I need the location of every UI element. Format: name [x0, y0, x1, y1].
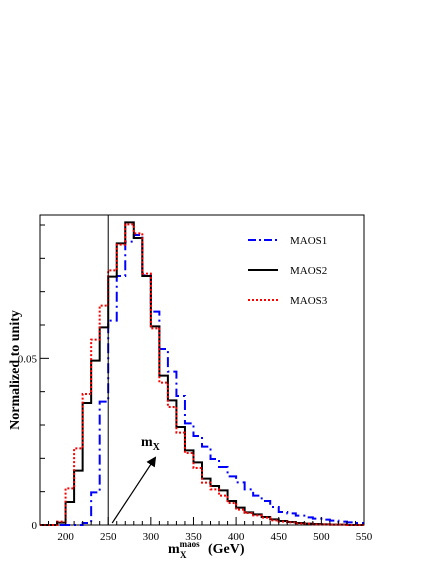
- y-tick-label: 0.05: [18, 353, 38, 365]
- ticks-layer: 200 250 300 350 400 450 500 550 0 0.05: [18, 224, 373, 543]
- x-axis-title-unit: (GeV): [208, 542, 245, 557]
- annotation-main: m: [141, 435, 153, 450]
- legend-label-maos2: MAOS2: [290, 265, 327, 277]
- series-maos3: [40, 223, 364, 526]
- y-tick-label: 0: [32, 520, 38, 532]
- x-tick-label: 550: [356, 531, 373, 543]
- legend-label-maos1: MAOS1: [290, 235, 327, 247]
- annotation: mX: [111, 435, 161, 524]
- x-tick-label: 300: [143, 531, 160, 543]
- annotation-subscript: X: [153, 442, 161, 453]
- legend: MAOS1 MAOS2 MAOS3: [248, 235, 328, 307]
- x-axis-title-subscript: X: [180, 550, 187, 560]
- x-axis-title-main: m: [168, 542, 180, 557]
- y-axis-title: Normalized to unity: [8, 310, 23, 430]
- x-tick-label: 500: [313, 531, 330, 543]
- legend-label-maos3: MAOS3: [290, 295, 328, 307]
- series-maos1: [40, 234, 364, 526]
- annotation-label: mX: [141, 435, 161, 453]
- x-tick-label: 350: [185, 531, 202, 543]
- x-tick-label: 250: [100, 531, 117, 543]
- x-axis-title: mmaos X (GeV): [168, 539, 245, 560]
- series-layer: [40, 215, 364, 526]
- x-tick-label: 400: [228, 531, 245, 543]
- x-tick-label: 450: [270, 531, 287, 543]
- annotation-arrow: [111, 456, 157, 524]
- x-tick-label: 200: [57, 531, 74, 543]
- x-axis-title-superscript: maos: [180, 539, 200, 549]
